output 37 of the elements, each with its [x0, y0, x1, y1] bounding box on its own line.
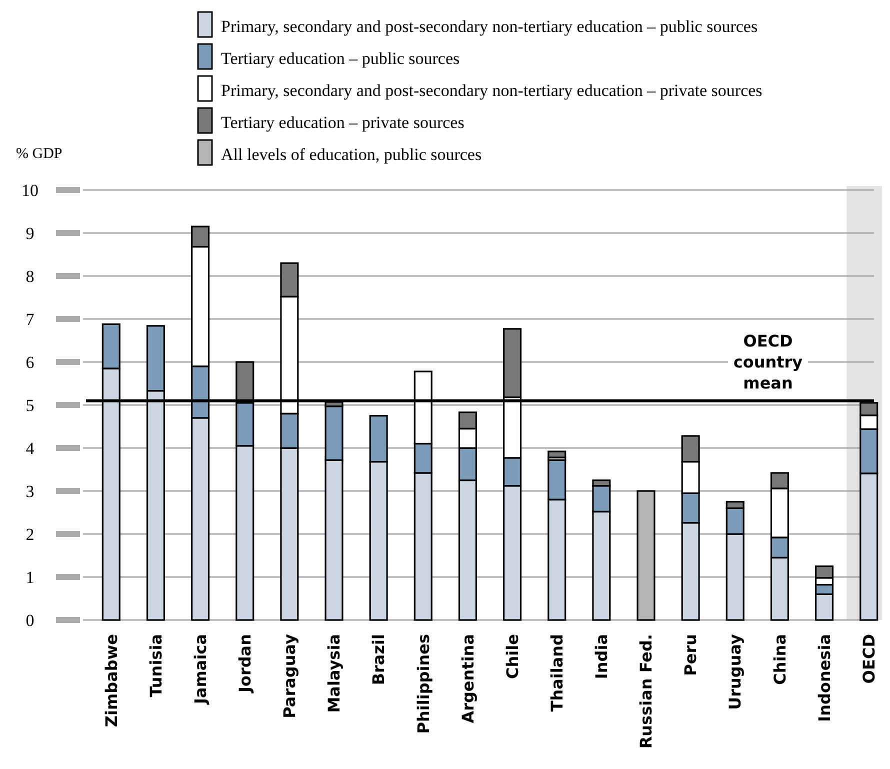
legend-label: Tertiary education – private sources	[221, 112, 464, 132]
y-tick-label: 10	[22, 180, 38, 200]
x-tick-label: Malaysia	[324, 634, 344, 713]
ref-line-label: OECD country mean	[733, 332, 804, 393]
x-tick-label: Paraguay	[280, 633, 300, 718]
x-tick-label: Uruguay	[726, 633, 745, 710]
x-tick-label: Tunisia	[146, 634, 166, 698]
y-tick-label: 3	[26, 482, 34, 501]
x-tick-label: China	[770, 634, 790, 685]
x-tick-label: Jordan	[235, 634, 254, 694]
x-tick-label: Brazil	[369, 634, 388, 686]
y-tick-label: 7	[26, 310, 35, 329]
x-tick-label: Russian Fed.	[636, 634, 656, 749]
y-tick-label: 2	[26, 524, 34, 544]
legend-label: Primary, secondary and post-secondary non-tertiary education – public sources	[221, 16, 758, 36]
x-tick-label: Peru	[681, 634, 700, 676]
x-tick-label: OECD	[859, 634, 878, 684]
legend-label: Primary, secondary and post-secondary non-tertiary education – private sources	[221, 80, 762, 100]
y-tick-label: 1	[26, 568, 34, 587]
x-tick-label: Zimbabwe	[102, 634, 121, 728]
legend-label: Tertiary education – public sources	[221, 48, 460, 68]
x-tick-label: Argentina	[458, 634, 478, 724]
x-tick-label: Jamaica	[190, 634, 210, 705]
y-tick-label: 6	[26, 352, 34, 372]
y-axis-title: % GDP	[16, 146, 62, 162]
y-tick-label: 4	[26, 438, 35, 458]
y-tick-label: 0	[26, 610, 34, 630]
x-tick-label: India	[592, 634, 612, 680]
x-tick-label: Philippines	[414, 634, 433, 734]
x-tick-label: Chile	[502, 634, 522, 679]
x-tick-label: Indonesia	[814, 634, 834, 722]
legend-label: All levels of education, public sources	[221, 144, 482, 164]
y-tick-label: 9	[26, 224, 34, 243]
y-tick-label: 5	[26, 396, 34, 415]
bar	[548, 450, 566, 458]
y-tick-label: 8	[26, 266, 34, 286]
x-tick-label: Thailand	[547, 634, 566, 712]
